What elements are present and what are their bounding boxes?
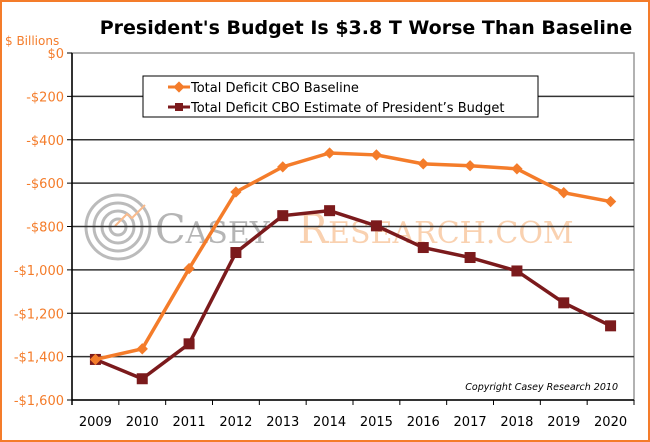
- data-point-square: [136, 373, 148, 385]
- y-tick-label: -$600: [26, 177, 64, 192]
- chart-title: President's Budget Is $3.8 T Worse Than …: [100, 17, 633, 39]
- legend-item-presidents-budget: Total Deficit CBO Estimate of President’…: [168, 101, 504, 116]
- y-tick-label: -$800: [26, 221, 64, 236]
- x-tick-label: 2013: [266, 415, 299, 430]
- x-tick-label: 2010: [126, 415, 159, 430]
- data-point-diamond: [511, 163, 523, 175]
- series-line: [94, 208, 612, 381]
- y-tick-label: $0: [47, 47, 64, 62]
- x-tick-label: 2012: [219, 415, 252, 430]
- y-tick-label: -$1,000: [14, 264, 64, 279]
- x-tick-label: 2015: [360, 415, 393, 430]
- x-tick-label: 2020: [594, 415, 627, 430]
- x-tick-label: 2016: [407, 415, 440, 430]
- x-tick-label: 2014: [313, 415, 346, 430]
- x-tick-label: 2018: [500, 415, 533, 430]
- legend-label: Total Deficit CBO Estimate of President’…: [190, 101, 504, 116]
- legend-item-baseline: Total Deficit CBO Baseline: [168, 81, 359, 96]
- y-tick-label: -$400: [26, 134, 64, 149]
- copyright-annotation: Copyright Casey Research 2010: [465, 382, 618, 393]
- x-tick-label: 2019: [547, 415, 580, 430]
- data-point-square: [558, 297, 570, 309]
- x-tick-label: 2017: [454, 415, 487, 430]
- y-axis-label: $ Billions: [5, 34, 59, 48]
- x-tick-label: 2009: [79, 415, 112, 430]
- data-point-square: [417, 242, 429, 254]
- x-tick-label: 2011: [173, 415, 206, 430]
- data-point-square: [370, 220, 382, 232]
- legend-label: Total Deficit CBO Baseline: [190, 81, 359, 96]
- data-point-diamond: [183, 262, 195, 275]
- data-point-diamond: [277, 161, 289, 173]
- data-point-diamond: [464, 160, 476, 172]
- data-point-square: [230, 247, 242, 259]
- casey-research-watermark: CASEY RESEARCH.COM: [84, 193, 574, 261]
- data-point-square: [605, 320, 617, 332]
- y-tick-label: -$1,200: [14, 307, 64, 322]
- y-tick-label: -$1,600: [14, 394, 64, 409]
- data-point-diamond: [558, 187, 570, 199]
- data-point-diamond: [370, 149, 383, 161]
- legend: Total Deficit CBO Baseline Total Deficit…: [142, 75, 539, 118]
- data-point-square: [511, 265, 523, 277]
- y-tick-label: -$200: [26, 90, 64, 105]
- y-tick-label: -$1,400: [14, 351, 64, 366]
- data-point-diamond: [417, 158, 429, 170]
- data-point-square: [183, 338, 195, 350]
- data-point-diamond: [604, 195, 617, 208]
- data-point-square: [277, 210, 289, 222]
- series-line: [95, 151, 611, 362]
- data-point-diamond: [323, 147, 336, 159]
- data-point-diamond: [230, 186, 242, 198]
- data-point-diamond: [136, 343, 148, 355]
- data-point-square: [324, 205, 336, 217]
- data-point-square: [464, 252, 476, 264]
